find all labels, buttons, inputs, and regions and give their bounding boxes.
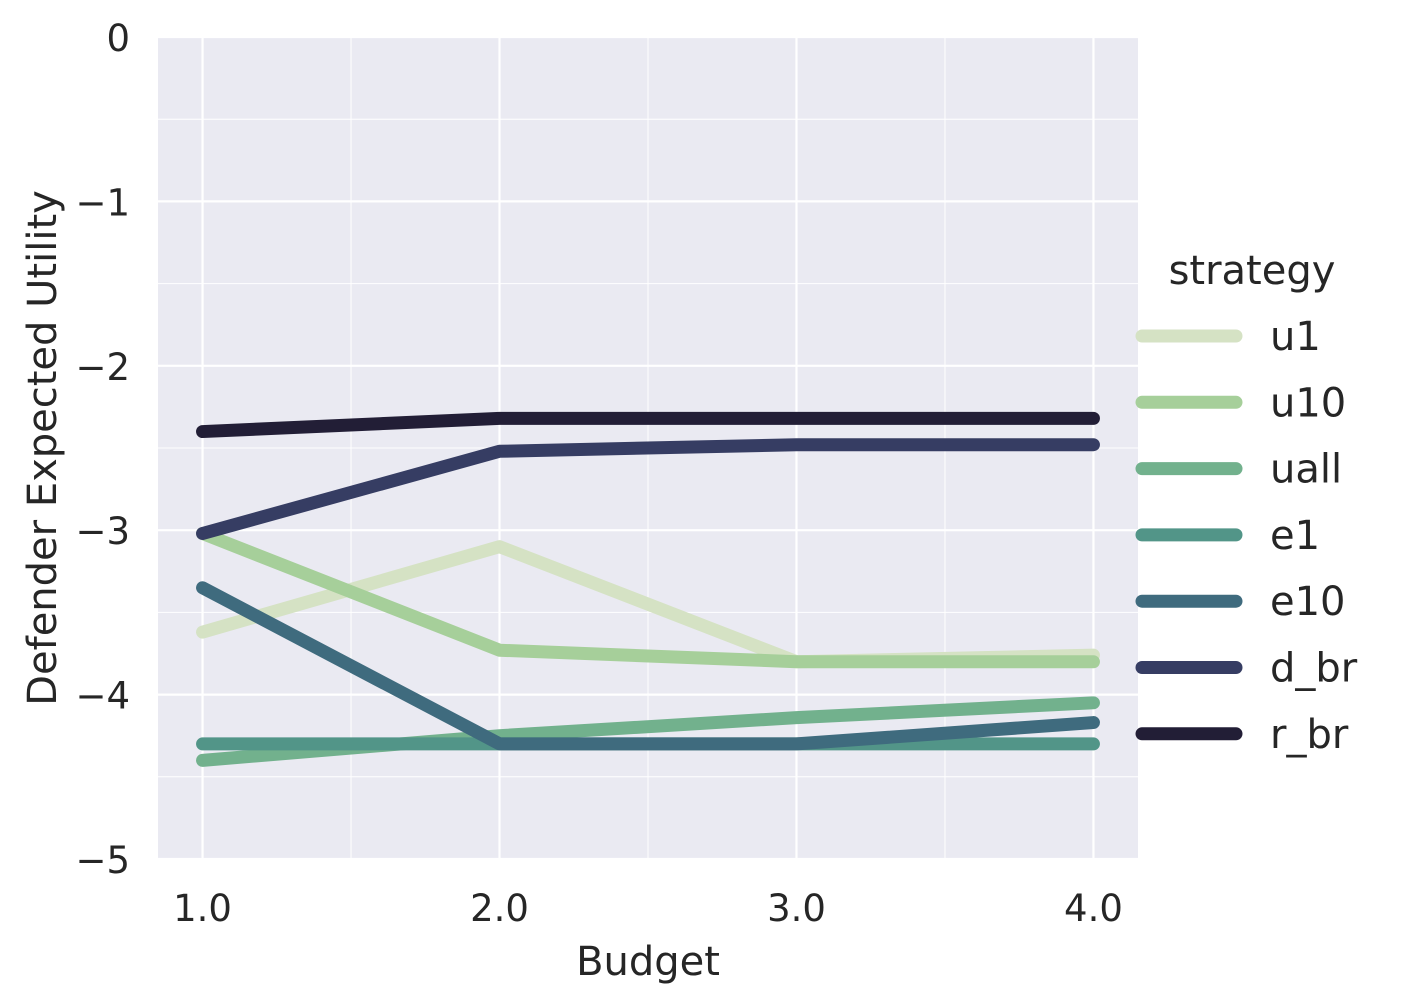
x-axis-tick-labels: 1.0 2.0 3.0 4.0 [173, 887, 1123, 930]
y-tick-label: −2 [75, 346, 130, 389]
series-line-r-br [196, 411, 1100, 439]
series-lines [196, 411, 1100, 767]
y-tick-label: 0 [106, 17, 130, 60]
legend-title: strategy [1169, 248, 1336, 294]
legend: strategy u1 u10 uall e1 e10 d_br r_br [1135, 248, 1358, 758]
y-tick-label: −1 [75, 181, 130, 224]
y-axis-tick-labels: 0 −1 −2 −3 −4 −5 [75, 17, 130, 882]
legend-label-uall: uall [1270, 447, 1342, 493]
legend-label-d-br: d_br [1270, 646, 1358, 692]
series-line-d-br [196, 438, 1100, 540]
y-tick-label: −3 [75, 510, 130, 553]
series-line-e10 [196, 581, 1100, 751]
y-axis-label: Defender Expected Utility [20, 190, 66, 706]
y-tick-label: −5 [75, 839, 130, 882]
y-tick-label: −4 [75, 675, 130, 718]
x-axis-label: Budget [576, 939, 720, 985]
legend-label-u1: u1 [1270, 314, 1321, 360]
x-tick-label: 3.0 [767, 887, 826, 930]
x-tick-label: 2.0 [470, 887, 529, 930]
series-line-u10 [196, 526, 1100, 669]
legend-label-u10: u10 [1270, 380, 1346, 426]
legend-label-r-br: r_br [1270, 712, 1349, 758]
x-tick-label: 4.0 [1064, 887, 1123, 930]
x-tick-label: 1.0 [173, 887, 232, 930]
legend-label-e10: e10 [1270, 579, 1346, 625]
legend-label-e1: e1 [1270, 513, 1320, 559]
